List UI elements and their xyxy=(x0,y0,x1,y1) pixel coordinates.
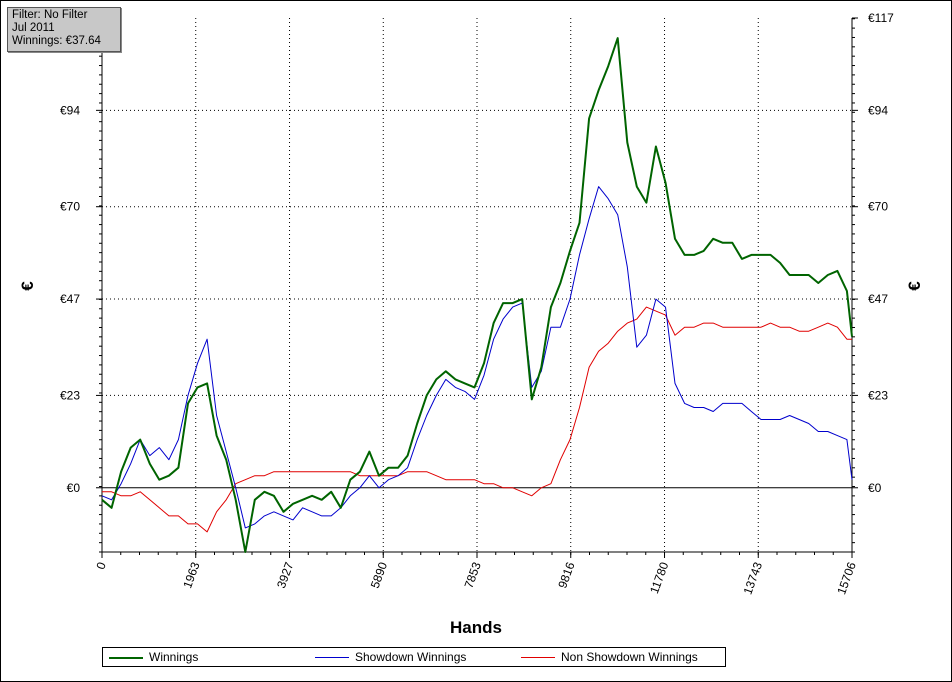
legend-swatch-non-showdown xyxy=(521,657,555,659)
x-tick-label: 0 xyxy=(93,560,109,571)
x-tick-label: 1963 xyxy=(180,560,202,590)
y-tick-label-right: €23 xyxy=(868,388,888,402)
y-tick-label-left: €0 xyxy=(67,481,81,495)
y-tick-label-left: €70 xyxy=(60,200,80,214)
legend-item-showdown: Showdown Winnings xyxy=(315,648,466,666)
y-tick-label-right: €47 xyxy=(868,292,888,306)
legend-label-non-showdown: Non Showdown Winnings xyxy=(561,650,698,664)
legend-label-showdown: Showdown Winnings xyxy=(355,650,467,664)
x-tick-label: 13743 xyxy=(741,560,766,596)
period-label: Jul 2011 xyxy=(12,22,55,34)
info-box: Filter: No Filter Jul 2011 Winnings: €37… xyxy=(7,7,121,52)
legend: Winnings Showdown Winnings Non Showdown … xyxy=(102,647,726,667)
y-axis-label-right: € xyxy=(905,281,924,291)
y-axis-label-left: € xyxy=(18,281,37,291)
x-tick-label: 15706 xyxy=(834,560,859,596)
x-tick-label: 9816 xyxy=(555,560,577,590)
legend-swatch-winnings xyxy=(109,656,143,659)
x-tick-label: 7853 xyxy=(462,560,484,590)
winnings-label: Winnings: €37.64 xyxy=(12,35,101,47)
legend-item-winnings: Winnings xyxy=(109,648,198,666)
tick-labels: €0€0€23€23€47€47€70€70€94€94€117€1170196… xyxy=(54,11,894,596)
legend-swatch-showdown xyxy=(315,657,349,659)
x-axis-label: Hands xyxy=(450,618,502,637)
series-lines xyxy=(101,37,853,553)
grid-lines xyxy=(102,18,852,552)
y-tick-label-left: €23 xyxy=(60,388,80,402)
y-tick-label-left: €94 xyxy=(60,103,80,117)
x-tick-label: 5890 xyxy=(368,560,390,590)
series-line-non-showdown-winnings xyxy=(102,306,852,533)
y-tick-label-right: €94 xyxy=(868,103,888,117)
filter-label: Filter: No Filter xyxy=(12,9,88,21)
y-tick-label-right: €70 xyxy=(868,200,888,214)
legend-label-winnings: Winnings xyxy=(149,650,199,664)
y-tick-label-right: €0 xyxy=(868,481,882,495)
series-line-showdown-winnings xyxy=(101,186,853,529)
series-line-winnings xyxy=(101,37,853,553)
y-tick-label-left: €47 xyxy=(60,292,80,306)
legend-item-non-showdown: Non Showdown Winnings xyxy=(521,648,698,666)
y-tick-label-right: €117 xyxy=(868,11,894,25)
x-tick-label: 3927 xyxy=(274,560,296,590)
x-tick-label: 11780 xyxy=(647,560,671,596)
